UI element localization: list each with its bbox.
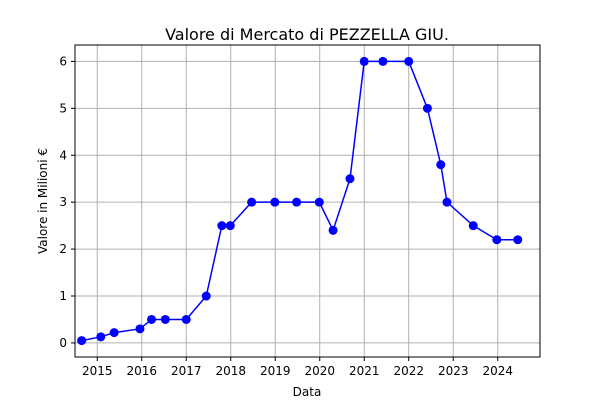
data-point: [513, 235, 523, 245]
plot-frame: [74, 44, 541, 358]
x-tick-label: 2018: [215, 364, 246, 378]
data-point: [436, 160, 446, 170]
data-point: [96, 332, 106, 342]
data-point: [135, 324, 145, 334]
data-point: [247, 197, 257, 207]
data-point: [328, 225, 338, 235]
data-point: [217, 221, 227, 231]
grid-lines: [75, 45, 540, 357]
data-point: [225, 221, 235, 231]
series-layer: [77, 56, 523, 346]
y-tick-label: 2: [59, 242, 67, 256]
data-point: [345, 174, 355, 184]
data-point: [270, 197, 280, 207]
data-point: [442, 197, 452, 207]
x-tick-label: 2020: [304, 364, 335, 378]
x-tick-label: 2019: [260, 364, 291, 378]
y-tick-label: 1: [59, 289, 67, 303]
y-axis-label: Valore in Milioni €: [36, 148, 50, 254]
data-point: [359, 56, 369, 66]
data-point: [109, 328, 119, 338]
data-point: [292, 197, 302, 207]
y-tick-label: 0: [59, 336, 67, 350]
data-point: [160, 314, 170, 324]
x-tick-label: 2017: [171, 364, 202, 378]
data-point: [492, 235, 502, 245]
chart-title: Valore di Mercato di PEZZELLA GIU.: [165, 25, 449, 44]
x-axis-label: Data: [293, 385, 322, 399]
data-point: [77, 336, 87, 346]
data-point: [404, 56, 414, 66]
data-point: [422, 103, 432, 113]
x-tick-label: 2021: [349, 364, 380, 378]
y-tick-label: 4: [59, 148, 67, 162]
y-axis-ticks: 0 1 2 3 4 5 6: [59, 54, 75, 350]
data-point: [314, 197, 324, 207]
data-point: [201, 291, 211, 301]
x-tick-label: 2023: [438, 364, 469, 378]
x-tick-label: 2024: [482, 364, 513, 378]
y-tick-label: 3: [59, 195, 67, 209]
x-tick-label: 2015: [82, 364, 113, 378]
data-point: [181, 314, 191, 324]
data-point: [147, 314, 157, 324]
x-tick-label: 2022: [393, 364, 424, 378]
x-axis-ticks: 2015 2016 2017 2018 2019 2020 2021 2022 2023 2024: [82, 357, 513, 378]
x-tick-label: 2016: [126, 364, 157, 378]
y-tick-label: 6: [59, 54, 67, 68]
data-point: [468, 221, 478, 231]
y-tick-label: 5: [59, 101, 67, 115]
data-point: [378, 56, 388, 66]
